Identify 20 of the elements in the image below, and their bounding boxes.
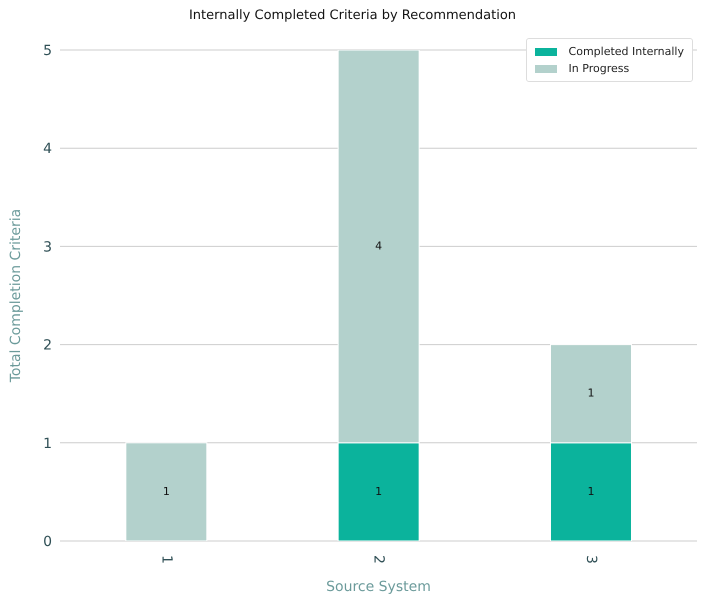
x-tick-label: 3 [583, 555, 600, 564]
data-label: 1 [587, 484, 594, 498]
x-tick-label: 1 [158, 555, 174, 564]
data-label: 1 [587, 386, 594, 400]
chart-title: Internally Completed Criteria by Recommendation [188, 7, 518, 25]
y-axis-title: Total Completion Criteria [8, 208, 24, 384]
data-label: 1 [375, 484, 382, 498]
data-label: 1 [162, 484, 170, 498]
legend-label: Completed Internally [568, 44, 684, 60]
data-label: 4 [375, 239, 382, 252]
x-tick-label: 2 [370, 555, 387, 564]
x-axis-title: Source System [326, 579, 431, 595]
y-tick-label: 3 [43, 239, 52, 256]
bar [125, 442, 208, 541]
legend-label: In Progress [568, 61, 630, 77]
y-tick-label: 0 [43, 534, 52, 550]
y-tick-label: 2 [43, 338, 52, 354]
y-tick-label: 5 [43, 42, 52, 59]
y-tick-label: 1 [43, 436, 52, 452]
y-tick-label: 4 [43, 141, 52, 158]
